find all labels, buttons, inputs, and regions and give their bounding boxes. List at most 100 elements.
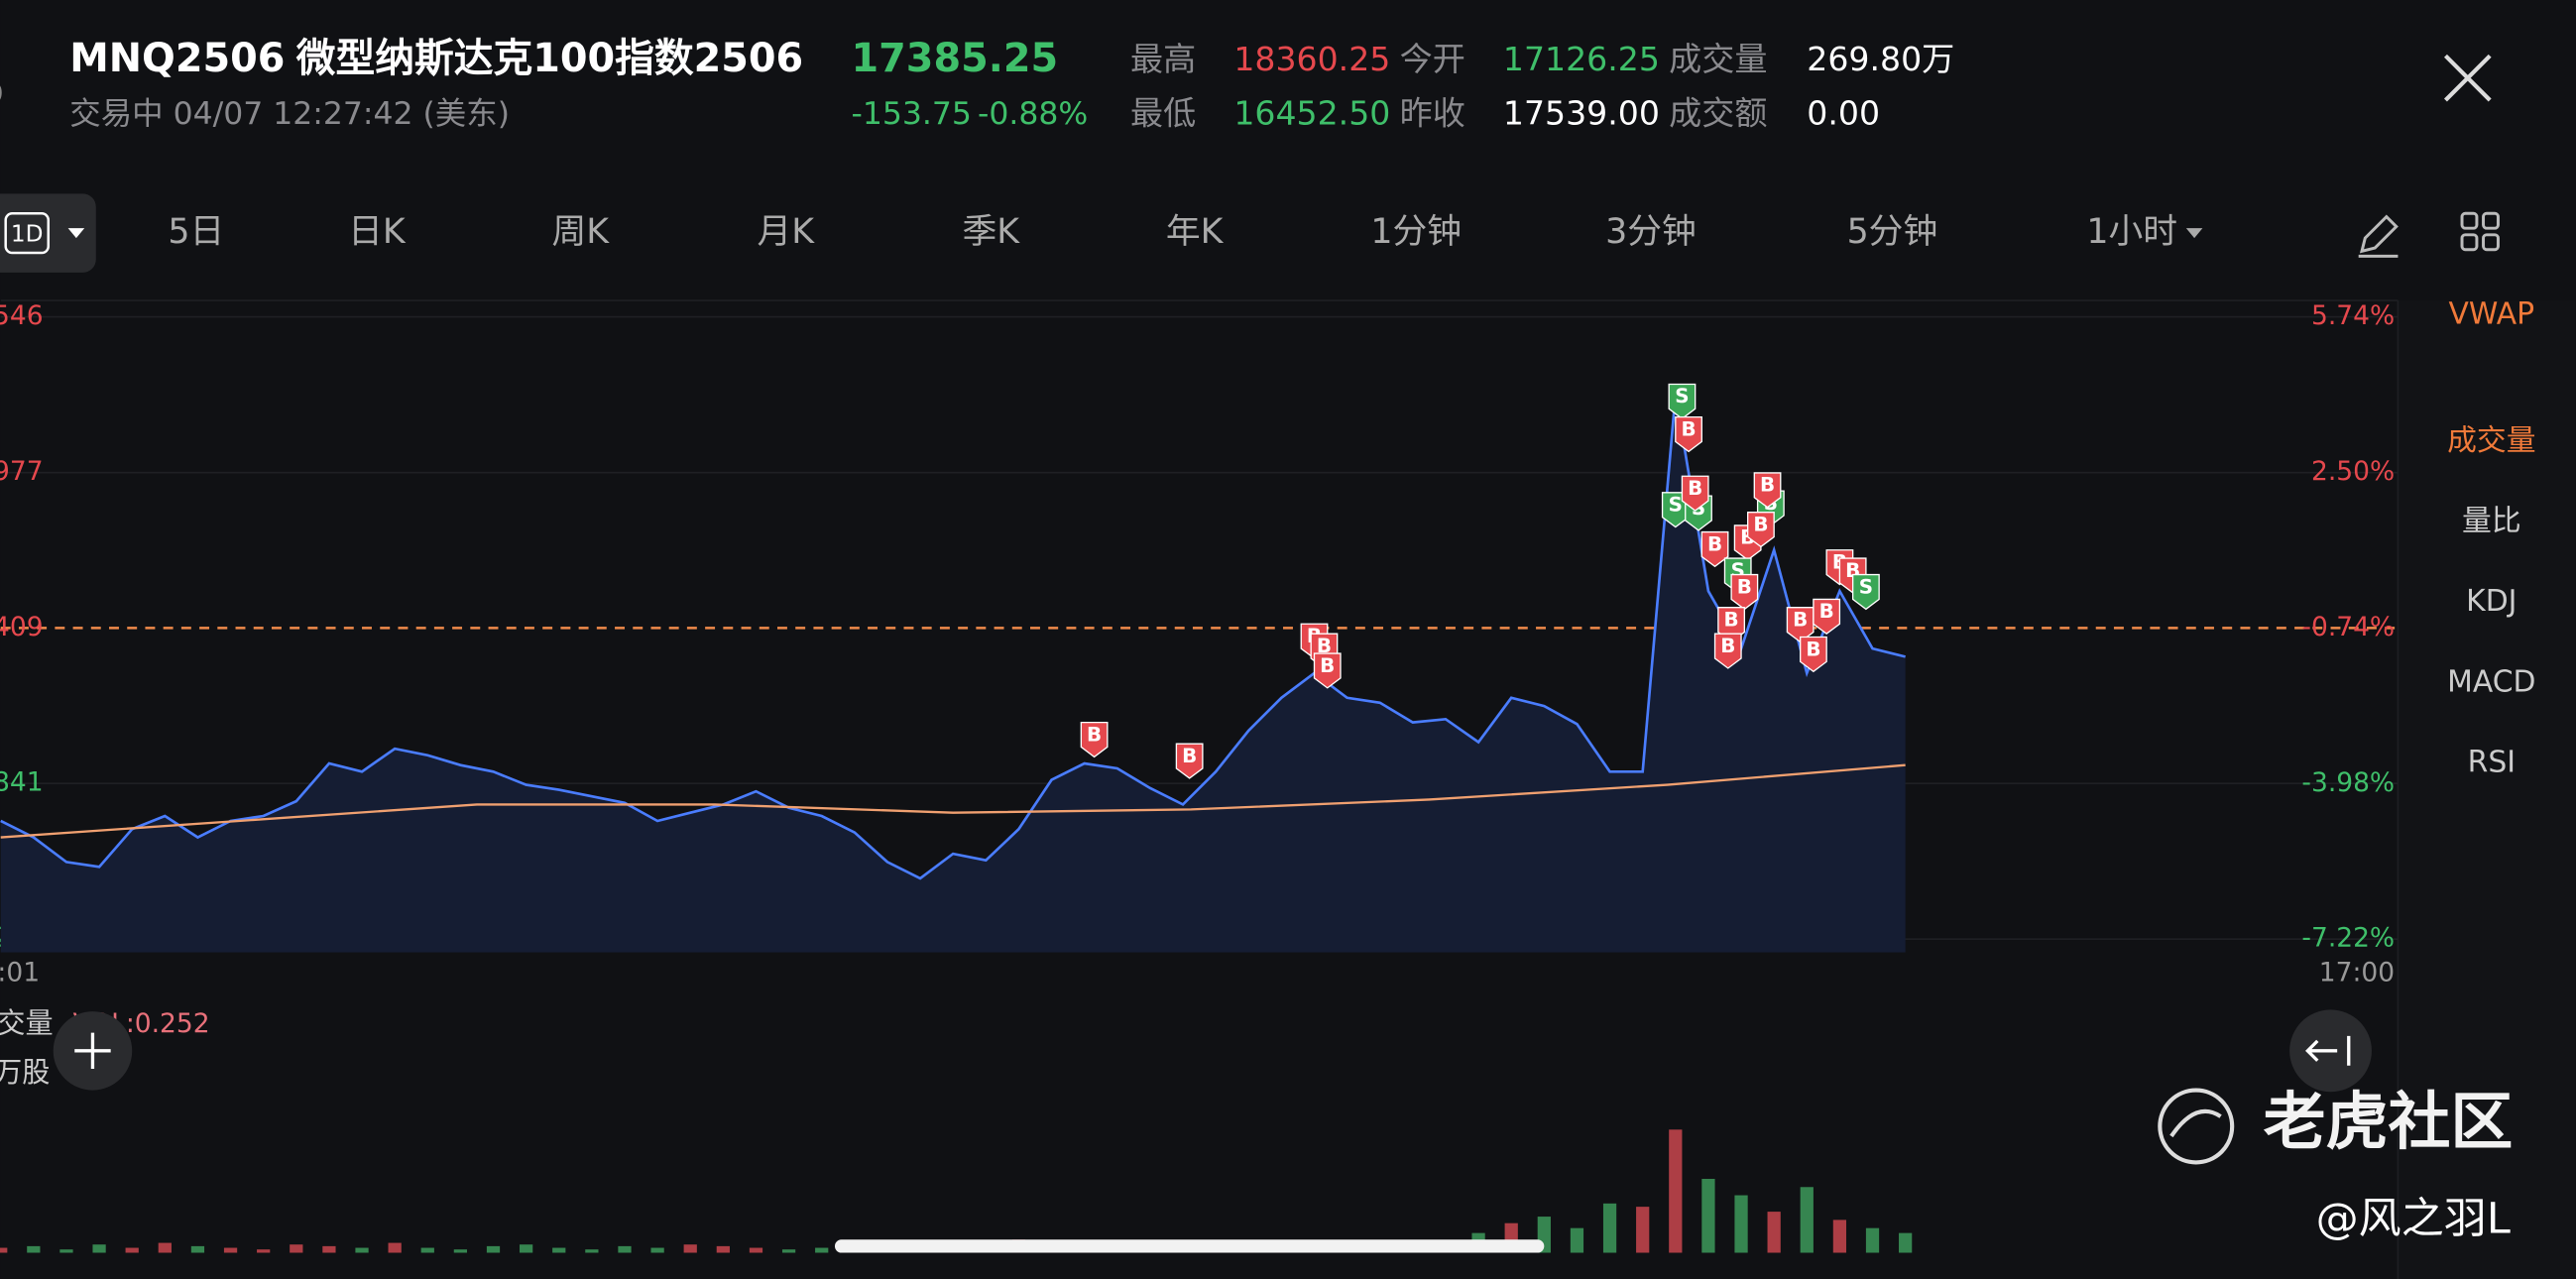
volume-bar bbox=[1767, 1212, 1781, 1253]
price-line bbox=[0, 394, 1906, 880]
grid-icon[interactable] bbox=[2460, 233, 2479, 252]
indicator[interactable]: VWAP bbox=[2449, 296, 2535, 331]
watermark-logo bbox=[2158, 1088, 2235, 1165]
vwap-line bbox=[0, 763, 1906, 839]
volume-bar bbox=[585, 1249, 599, 1253]
trade-marker-label: B bbox=[1707, 532, 1722, 555]
volume-bar bbox=[552, 1247, 566, 1253]
y2-tick-label: -0.74% bbox=[2301, 612, 2395, 642]
volume-bar bbox=[27, 1245, 41, 1253]
grid-icon[interactable] bbox=[2482, 233, 2500, 252]
grid-icon[interactable] bbox=[2460, 211, 2479, 230]
trade-marker bbox=[1668, 383, 1697, 420]
close-button[interactable] bbox=[2443, 54, 2492, 102]
volume-bar bbox=[158, 1242, 172, 1253]
stat-label: 成交量 bbox=[1669, 40, 1767, 78]
indicator[interactable]: 量比 bbox=[2462, 504, 2521, 538]
stat-value: 269.80万 bbox=[1807, 40, 1954, 78]
change: -153.75 bbox=[852, 96, 972, 132]
volume-bar bbox=[388, 1242, 402, 1253]
period-tab[interactable]: 周K bbox=[551, 212, 610, 252]
trade-marker bbox=[1730, 573, 1759, 611]
trade-marker bbox=[1675, 415, 1702, 453]
volume-bar bbox=[355, 1247, 369, 1253]
volume-bar bbox=[1899, 1232, 1913, 1253]
volume-bar bbox=[815, 1247, 829, 1253]
x-tick-label: :01 bbox=[0, 957, 40, 988]
volume-bar bbox=[1832, 1220, 1847, 1253]
watermark-brand: 老虎社区 bbox=[2264, 1086, 2514, 1158]
trade-marker-label: B bbox=[1819, 600, 1834, 623]
volume-bar bbox=[520, 1244, 533, 1253]
indicator[interactable]: 成交量 bbox=[2447, 423, 2535, 458]
trade-marker-label: B bbox=[1737, 575, 1752, 598]
home-indicator bbox=[834, 1239, 1545, 1253]
y2-tick-label: 2.50% bbox=[2311, 456, 2395, 487]
volume-bar bbox=[683, 1244, 697, 1253]
volume-unit: 万股 bbox=[0, 1056, 50, 1089]
volume-bar bbox=[59, 1249, 73, 1253]
watermark-author: @风之羽L bbox=[2316, 1195, 2511, 1244]
watermark-logo-mark bbox=[2169, 1108, 2222, 1138]
period-current[interactable]: 1D bbox=[11, 220, 44, 247]
period-tab[interactable]: 3分钟 bbox=[1605, 212, 1697, 252]
y2-tick-label: 5.74% bbox=[2311, 300, 2395, 331]
x-tick-label: 17:00 bbox=[2319, 957, 2395, 988]
volume-bar bbox=[322, 1245, 336, 1253]
change-pct: -0.88% bbox=[978, 96, 1088, 132]
layout-tool[interactable] bbox=[2460, 211, 2500, 252]
indicator[interactable]: KDJ bbox=[2466, 584, 2517, 619]
volume-bar bbox=[1636, 1207, 1650, 1253]
volume-bar bbox=[1800, 1187, 1814, 1253]
tab-caret bbox=[2185, 228, 2203, 239]
period-tab[interactable]: 5日 bbox=[168, 212, 224, 252]
trade-marker bbox=[1313, 652, 1342, 689]
stat-value: 16452.50 bbox=[1233, 93, 1390, 132]
volume-bar bbox=[618, 1245, 632, 1253]
trade-marker bbox=[1753, 472, 1782, 509]
y-tick-label: 18546 bbox=[0, 300, 44, 331]
trade-marker bbox=[1175, 743, 1204, 779]
stat-label: 最低 bbox=[1130, 93, 1196, 132]
status: 交易中 04/07 12:27:42 (美东) bbox=[69, 96, 510, 132]
trade-marker-label: S bbox=[1859, 575, 1873, 598]
period-tab[interactable]: 年K bbox=[1166, 212, 1225, 252]
stat-label: 昨收 bbox=[1400, 93, 1465, 132]
close-icon[interactable] bbox=[2443, 54, 2492, 102]
period-tab[interactable]: 1分钟 bbox=[1370, 212, 1462, 252]
indicator[interactable]: RSI bbox=[2468, 746, 2516, 780]
trade-marker-label: B bbox=[1320, 654, 1335, 677]
period-tab[interactable]: 1小时 bbox=[2086, 212, 2177, 252]
search-icon[interactable]: Q bbox=[0, 74, 4, 113]
pencil-icon[interactable] bbox=[2358, 214, 2399, 258]
volume-title: 成交量 bbox=[0, 1006, 54, 1039]
y-tick-label: 17409 bbox=[0, 612, 44, 642]
volume-bar bbox=[749, 1247, 763, 1253]
volume-bar bbox=[1602, 1203, 1617, 1253]
price-area bbox=[0, 394, 1906, 953]
collapse-icon bbox=[2305, 1035, 2351, 1066]
draw-tool[interactable] bbox=[2358, 214, 2399, 258]
trade-marker-label: B bbox=[1087, 723, 1102, 746]
period-caret bbox=[67, 228, 85, 239]
grid-icon[interactable] bbox=[2482, 211, 2500, 230]
period-tab[interactable]: 5分钟 bbox=[1847, 212, 1938, 252]
trade-marker bbox=[1681, 475, 1709, 512]
volume-bar bbox=[453, 1249, 468, 1253]
period-tab[interactable]: 季K bbox=[962, 212, 1020, 252]
volume-bar bbox=[0, 1247, 8, 1253]
volume-bar bbox=[650, 1247, 664, 1253]
trade-marker-label: B bbox=[1806, 638, 1820, 660]
stat-label: 成交额 bbox=[1669, 93, 1767, 132]
volume-bar bbox=[486, 1245, 501, 1253]
volume-bar bbox=[190, 1245, 205, 1253]
period-tab[interactable]: 月K bbox=[757, 212, 815, 252]
y-tick-label: 17977 bbox=[0, 456, 44, 487]
indicator[interactable]: MACD bbox=[2447, 664, 2535, 699]
volume-bar bbox=[257, 1249, 271, 1253]
period-tab[interactable]: 日K bbox=[348, 212, 407, 252]
stat-value: 18360.25 bbox=[1233, 40, 1390, 78]
trade-marker bbox=[1799, 636, 1827, 673]
chart: 18546179771740916841162725.74%2.50%-0.74… bbox=[0, 300, 2399, 1253]
